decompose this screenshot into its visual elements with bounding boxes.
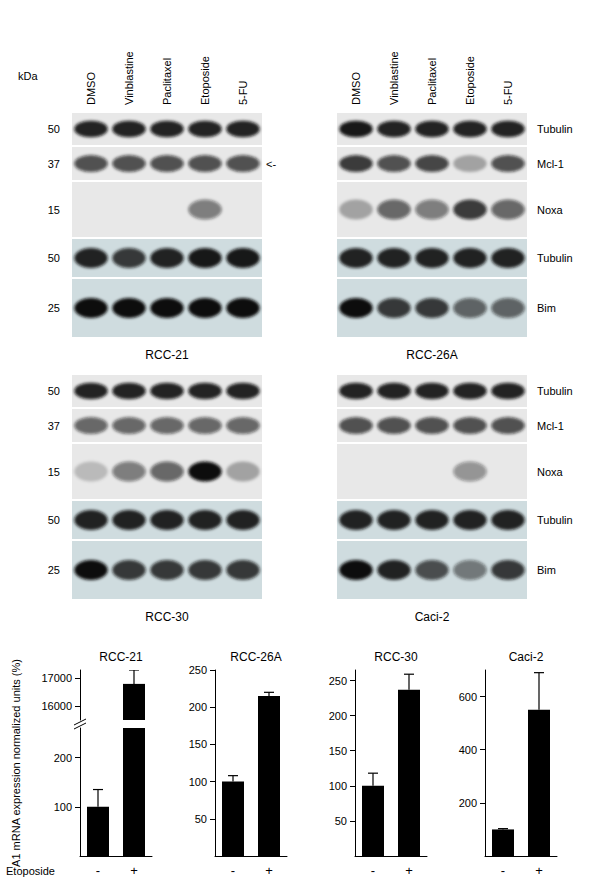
svg-text:5-FU: 5-FU	[237, 81, 249, 106]
svg-text:15: 15	[48, 204, 60, 216]
svg-text:250: 250	[329, 675, 347, 687]
svg-text:-: -	[501, 863, 505, 878]
svg-text:100: 100	[329, 780, 347, 792]
svg-text:+: +	[535, 863, 543, 878]
svg-text:+: +	[405, 863, 413, 878]
svg-text:25: 25	[48, 302, 60, 314]
svg-text:Vinblastine: Vinblastine	[123, 51, 135, 105]
svg-text:RCC-30: RCC-30	[374, 650, 418, 664]
svg-text:Caci-2: Caci-2	[415, 610, 450, 624]
svg-text:400: 400	[459, 744, 477, 756]
svg-text:+: +	[130, 863, 138, 878]
svg-text:RCC-21: RCC-21	[99, 650, 143, 664]
svg-text:Bim: Bim	[537, 302, 556, 314]
svg-text:-: -	[231, 863, 235, 878]
svg-text:Tubulin: Tubulin	[537, 514, 573, 526]
svg-text:A1 mRNA expression normalized: A1 mRNA expression normalized units (%)	[10, 659, 22, 867]
svg-text:Etoposide: Etoposide	[199, 56, 211, 105]
svg-text:150: 150	[189, 738, 207, 750]
svg-text:Vinblastine: Vinblastine	[388, 51, 400, 105]
svg-text:150: 150	[329, 745, 347, 757]
svg-text:Bim: Bim	[537, 564, 556, 576]
svg-text:Tubulin: Tubulin	[537, 252, 573, 264]
svg-text:16000: 16000	[41, 700, 72, 712]
svg-text:RCC-26A: RCC-26A	[230, 650, 281, 664]
svg-text:200: 200	[329, 710, 347, 722]
svg-text:250: 250	[189, 664, 207, 676]
svg-text:100: 100	[54, 801, 72, 813]
svg-text:Mcl-1: Mcl-1	[537, 420, 564, 432]
svg-text:-: -	[96, 863, 100, 878]
svg-text:50: 50	[48, 252, 60, 264]
svg-text:25: 25	[48, 564, 60, 576]
svg-text:Tubulin: Tubulin	[537, 385, 573, 397]
svg-text:RCC-21: RCC-21	[145, 348, 189, 362]
svg-text:Mcl-1: Mcl-1	[537, 158, 564, 170]
svg-text:RCC-30: RCC-30	[145, 610, 189, 624]
svg-text:DMSO: DMSO	[85, 72, 97, 105]
svg-text:Paclitaxel: Paclitaxel	[161, 58, 173, 105]
svg-text:200: 200	[459, 797, 477, 809]
svg-text:Paclitaxel: Paclitaxel	[426, 58, 438, 105]
svg-text:100: 100	[189, 776, 207, 788]
svg-text:5-FU: 5-FU	[502, 81, 514, 106]
svg-text:15: 15	[48, 466, 60, 478]
svg-text:600: 600	[459, 691, 477, 703]
svg-text:37: 37	[48, 420, 60, 432]
svg-text:kDa: kDa	[18, 70, 38, 82]
svg-text:50: 50	[48, 123, 60, 135]
svg-text:Noxa: Noxa	[537, 204, 564, 216]
svg-text:DMSO: DMSO	[350, 72, 362, 105]
svg-text:17000: 17000	[41, 672, 72, 684]
svg-text:-: -	[371, 863, 375, 878]
svg-text:+: +	[265, 863, 273, 878]
svg-text:<-: <-	[266, 158, 276, 170]
svg-text:50: 50	[48, 514, 60, 526]
svg-text:50: 50	[48, 385, 60, 397]
svg-text:Etoposide: Etoposide	[464, 56, 476, 105]
svg-text:200: 200	[189, 701, 207, 713]
svg-text:Noxa: Noxa	[537, 466, 564, 478]
svg-text:Tubulin: Tubulin	[537, 123, 573, 135]
svg-text:Caci-2: Caci-2	[509, 650, 544, 664]
svg-text:200: 200	[54, 752, 72, 764]
svg-text:Etoposide: Etoposide	[6, 865, 55, 877]
svg-text:RCC-26A: RCC-26A	[406, 348, 457, 362]
svg-text:50: 50	[195, 813, 207, 825]
svg-text:50: 50	[335, 815, 347, 827]
svg-text:37: 37	[48, 158, 60, 170]
